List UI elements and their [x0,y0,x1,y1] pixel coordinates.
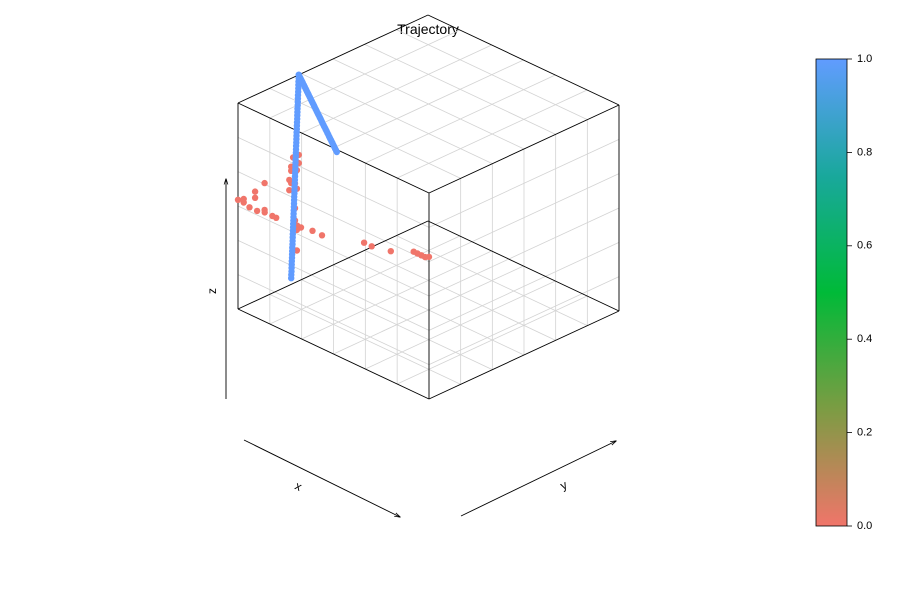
data-point [269,212,276,220]
box-edge [428,310,620,400]
data-point [360,239,368,246]
data-point [251,194,259,201]
colorbar-tick-label: 0.4 [857,333,872,345]
box-edge [237,220,429,310]
x-axis-arrow [243,439,400,517]
data-points [234,71,433,282]
grid-line [396,29,588,121]
box-edge [427,220,620,312]
data-point [253,207,261,215]
colorbar-tick-label: 0.6 [857,240,872,252]
data-point [368,243,375,250]
colorbar-ticks: 0.0 0.2 0.4 0.6 0.8 1.0 [847,53,872,532]
data-point [318,232,326,239]
z-axis-label: z [205,288,219,294]
data-point [240,195,247,203]
box-edges [237,14,620,400]
box-edge [237,308,430,400]
grid-layer [237,29,620,385]
data-point [261,206,268,214]
grid-line [428,138,620,228]
data-point [293,247,301,254]
y-axis-arrow [460,441,616,517]
colorbar-tick-label: 1.0 [857,53,872,65]
grid-line [237,136,430,228]
data-point [234,196,242,203]
data-point [410,248,417,255]
data-point [261,179,268,187]
data-point [246,204,253,211]
axis-layer: x y z [205,179,616,517]
data-point [387,248,394,255]
box-edge [237,14,429,104]
box-edge [428,104,620,194]
data-point [286,187,293,194]
colorbar-gradient [815,58,848,527]
x-axis-label: x [293,479,304,494]
box-edge [427,14,620,106]
data-point [251,188,259,195]
colorbar-tick-label: 0.2 [857,427,872,439]
data-point [309,227,316,234]
colorbar-tick-label: 0.0 [857,520,872,532]
colorbar-tick-label: 0.8 [857,146,872,158]
data-point [333,148,340,156]
chart-title: Trajectory [397,21,459,37]
y-axis-label: y [558,478,569,493]
grid-line [396,235,588,327]
